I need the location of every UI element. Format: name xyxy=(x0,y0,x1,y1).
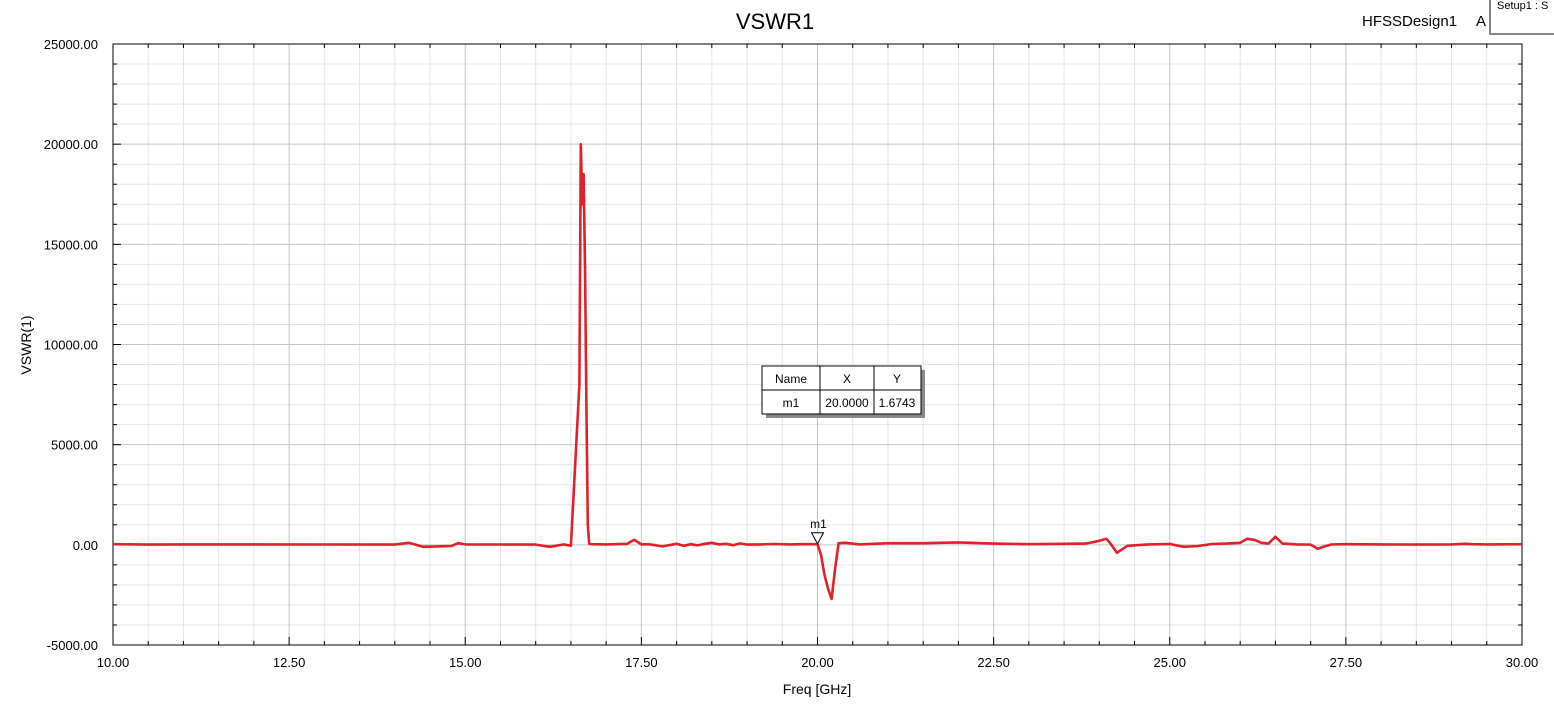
x-axis-label: Freq [GHz] xyxy=(783,681,851,697)
y-tick-label: 5000.00 xyxy=(51,438,98,453)
x-tick-label: 27.50 xyxy=(1330,655,1363,670)
y-tick-label: 25000.00 xyxy=(44,37,98,52)
marker-label: m1 xyxy=(810,517,827,531)
chart-title: VSWR1 xyxy=(736,9,814,34)
x-tick-label: 17.50 xyxy=(625,655,658,670)
y-tick-label: 20000.00 xyxy=(44,137,98,152)
x-tick-label: 12.50 xyxy=(273,655,306,670)
marker-table-header-x: X xyxy=(843,372,851,386)
marker-triangle-icon[interactable] xyxy=(810,532,825,545)
design-name: HFSSDesign1 xyxy=(1362,13,1457,30)
y-tick-label: 0.00 xyxy=(73,538,98,553)
axis-tick-marks xyxy=(112,43,1523,646)
x-tick-label: 15.00 xyxy=(449,655,482,670)
x-tick-labels: 10.00 12.50 15.00 17.50 20.00 22.50 25.00 27.50… xyxy=(97,655,1539,670)
marker-table[interactable]: Name X Y m1 20.0000 1.6743 xyxy=(761,365,925,418)
x-tick-label: 22.50 xyxy=(977,655,1010,670)
legend-box[interactable]: Setup1 : S xyxy=(1489,0,1554,35)
marker-table-cell-y: 1.6743 xyxy=(879,396,916,410)
x-tick-label: 30.00 xyxy=(1506,655,1539,670)
marker-table-cell-name: m1 xyxy=(783,396,800,410)
marker-m1[interactable]: m1 xyxy=(810,517,827,545)
y-axis-label: VSWR(1) xyxy=(18,315,34,374)
marker-table-header-name: Name xyxy=(775,372,807,386)
x-tick-label: 20.00 xyxy=(801,655,834,670)
y-tick-labels: -5000.00 0.00 5000.00 10000.00 15000.00 20000… xyxy=(44,37,98,653)
design-suffix: A xyxy=(1476,13,1486,30)
y-tick-label: -5000.00 xyxy=(47,638,98,653)
marker-table-cell-x: 20.0000 xyxy=(825,396,869,410)
legend-label: Setup1 : S xyxy=(1497,0,1548,12)
x-tick-label: 10.00 xyxy=(97,655,130,670)
marker-table-header-y: Y xyxy=(893,372,901,386)
y-tick-label: 15000.00 xyxy=(44,237,98,252)
y-tick-label: 10000.00 xyxy=(44,338,98,353)
x-tick-label: 25.00 xyxy=(1153,655,1186,670)
